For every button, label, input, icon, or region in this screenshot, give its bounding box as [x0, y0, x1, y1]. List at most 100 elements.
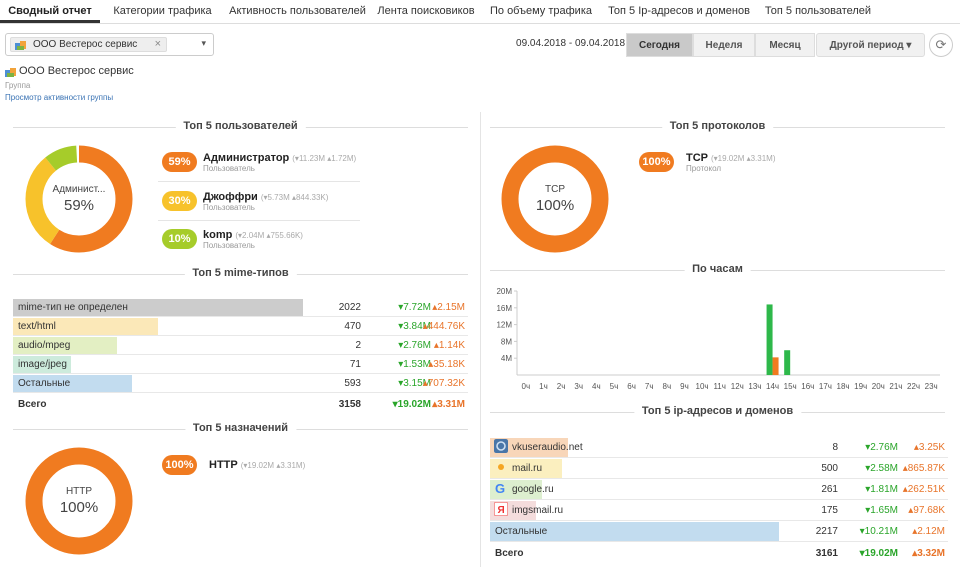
- domain-name: google.ru: [512, 484, 554, 495]
- group-activity-link[interactable]: Просмотр активности группы: [5, 93, 114, 102]
- tab-top5-users[interactable]: Топ 5 пользователей: [764, 5, 872, 17]
- donut-segment-http: [25, 447, 133, 555]
- table-row[interactable]: Остальные 2217 ▾10.21M ▴2.12M: [490, 521, 948, 542]
- upload-volume: ▴262.51K: [902, 484, 945, 495]
- hourly-bar-chart: 4M 8M 12M 16M 20M 0ч 1ч 2ч 3ч 4ч 5ч 6ч 7ч 8ч 9ч 10ч 11ч 1…: [496, 287, 940, 391]
- today-button[interactable]: Сегодня: [626, 33, 693, 57]
- x-tick-label: 8ч: [663, 382, 672, 391]
- table-row[interactable]: vkuseraudio.net 8 ▾2.76M ▴3.25K: [490, 437, 948, 458]
- upload-volume: ▴97.68K: [908, 505, 945, 516]
- destination-share-badge: 100%: [162, 455, 197, 475]
- other-period-button[interactable]: Другой период ▾: [816, 33, 925, 57]
- destination-name[interactable]: HTTP: [209, 459, 238, 471]
- user-name[interactable]: Администратор: [203, 152, 290, 164]
- tab-summary[interactable]: Сводный отчет: [0, 0, 100, 23]
- vk-icon: [494, 439, 508, 453]
- table-row[interactable]: mail.ru 500 ▾2.58M ▴865.87K: [490, 458, 948, 479]
- total-upload: ▴3.31M: [432, 399, 465, 410]
- chevron-down-icon[interactable]: ▾: [201, 38, 206, 48]
- protocols-donut-chart: TCP 100%: [500, 144, 610, 254]
- user-type: Пользователь: [203, 241, 255, 250]
- refresh-icon[interactable]: ⟳: [929, 33, 953, 57]
- group-name: ООО Вестерос сервис: [19, 65, 134, 77]
- table-row[interactable]: Остальные 593 ▾3.15M ▴707.32K: [13, 374, 468, 393]
- x-tick-label: 2ч: [557, 382, 566, 391]
- user-traffic-stats: (▾5.73M ▴844.33K): [260, 193, 329, 202]
- tab-top5-ip-domains[interactable]: Топ 5 Ip-адресов и доменов: [608, 5, 750, 17]
- table-row[interactable]: text/html 470 ▾3.84M ▴444.76K: [13, 317, 468, 336]
- users-donut-chart: Админист... 59%: [24, 144, 134, 254]
- week-button[interactable]: Неделя: [693, 33, 755, 57]
- request-count: 470: [344, 321, 361, 332]
- request-count: 500: [821, 463, 838, 474]
- x-tick-label: 16ч: [801, 382, 814, 391]
- chip-remove-icon[interactable]: ×: [154, 38, 161, 50]
- user-name[interactable]: Джоффри: [203, 191, 258, 203]
- protocol-entry[interactable]: TCP (▾19.02M ▴3.31M) Протокол: [686, 152, 776, 173]
- request-count: 593: [344, 378, 361, 389]
- user-entry[interactable]: Джоффри (▾5.73M ▴844.33K) Пользователь: [203, 191, 328, 212]
- tab-search-feed[interactable]: Лента поисковиков: [377, 5, 475, 17]
- total-label: Всего: [18, 399, 47, 410]
- total-row: Всего 3158 ▾19.02M ▴3.31M: [13, 395, 468, 414]
- report-tabs: Сводный отчет Категории трафика Активнос…: [0, 0, 960, 24]
- month-button[interactable]: Месяц: [755, 33, 815, 57]
- share-bar: [13, 318, 158, 335]
- mime-type: audio/mpeg: [18, 340, 71, 351]
- request-count: 2217: [815, 526, 838, 537]
- total-row: Всего 3161 ▾19.02M ▴3.32M: [490, 542, 948, 563]
- group-icon: [5, 68, 16, 77]
- table-row[interactable]: Я imgsmail.ru 175 ▾1.65M ▴97.68K: [490, 500, 948, 521]
- y-tick-label: 20M: [496, 287, 512, 296]
- share-bar: [490, 459, 562, 478]
- tab-by-traffic-volume[interactable]: По объему трафика: [489, 5, 592, 17]
- request-count: 2: [355, 340, 361, 351]
- section-title: Топ 5 назначений: [184, 422, 297, 434]
- upload-volume: ▴35.18K: [428, 359, 465, 370]
- group-filter-select[interactable]: ООО Вестерос сервис × ▾: [5, 33, 214, 56]
- upload-volume: ▴444.76K: [422, 321, 465, 332]
- total-count: 3161: [815, 548, 838, 559]
- donut-segment-admin: [25, 145, 133, 253]
- total-count: 3158: [338, 399, 361, 410]
- upload-volume: ▴1.14K: [433, 340, 465, 351]
- x-tick-label: 21ч: [889, 382, 902, 391]
- y-tick-label: 16M: [496, 304, 512, 313]
- upload-volume: ▴865.87K: [902, 463, 945, 474]
- y-tick-label: 4M: [501, 354, 512, 363]
- upload-volume: ▴2.15M: [432, 302, 465, 313]
- user-entry[interactable]: Администратор (▾11.23M ▴1.72M) Пользовате…: [203, 152, 356, 173]
- destinations-donut-svg: [25, 447, 133, 555]
- x-tick-label: 23ч: [925, 382, 938, 391]
- x-tick-label: 0ч: [522, 382, 531, 391]
- x-tick-label: 5ч: [610, 382, 619, 391]
- svg-text:Я: Я: [498, 505, 505, 516]
- x-tick-label: 15ч: [784, 382, 797, 391]
- group-kind: Группа: [5, 81, 31, 90]
- section-header-ip-domains: Топ 5 ip-адресов и доменов: [490, 405, 945, 419]
- section-header-users: Топ 5 пользователей: [13, 120, 468, 134]
- download-volume: ▾1.81M: [865, 484, 898, 495]
- table-row[interactable]: G google.ru 261 ▾1.81M ▴262.51K: [490, 479, 948, 500]
- download-volume: ▾1.53M: [398, 359, 431, 370]
- y-tick-label: 8M: [501, 337, 512, 346]
- donut-label: Админист...: [52, 184, 106, 195]
- user-share-badge: 59%: [162, 152, 197, 172]
- mime-type: Остальные: [18, 378, 71, 389]
- user-entry[interactable]: komp (▾2.04M ▴755.66K) Пользователь: [203, 229, 303, 250]
- request-count: 261: [821, 484, 838, 495]
- user-name[interactable]: komp: [203, 229, 233, 241]
- donut-value: 59%: [63, 197, 95, 214]
- tab-traffic-categories[interactable]: Категории трафика: [113, 5, 212, 17]
- mime-table: mime-тип не определен 2022 ▾7.72M ▴2.15M…: [13, 298, 468, 418]
- mailru-icon: [498, 464, 504, 470]
- table-row[interactable]: image/jpeg 71 ▾1.53M ▴35.18K: [13, 355, 468, 374]
- destination-entry[interactable]: HTTP (▾19.02M ▴3.31M): [209, 459, 305, 471]
- table-row[interactable]: audio/mpeg 2 ▾2.76M ▴1.14K: [13, 336, 468, 355]
- tab-user-activity[interactable]: Активность пользователей: [229, 5, 366, 17]
- table-row[interactable]: mime-тип не определен 2022 ▾7.72M ▴2.15M: [13, 298, 468, 317]
- section-title: Топ 5 mime-типов: [184, 267, 297, 279]
- x-tick-label: 3ч: [574, 382, 583, 391]
- protocol-name[interactable]: TCP: [686, 152, 708, 164]
- protocols-donut-svg: [501, 145, 609, 253]
